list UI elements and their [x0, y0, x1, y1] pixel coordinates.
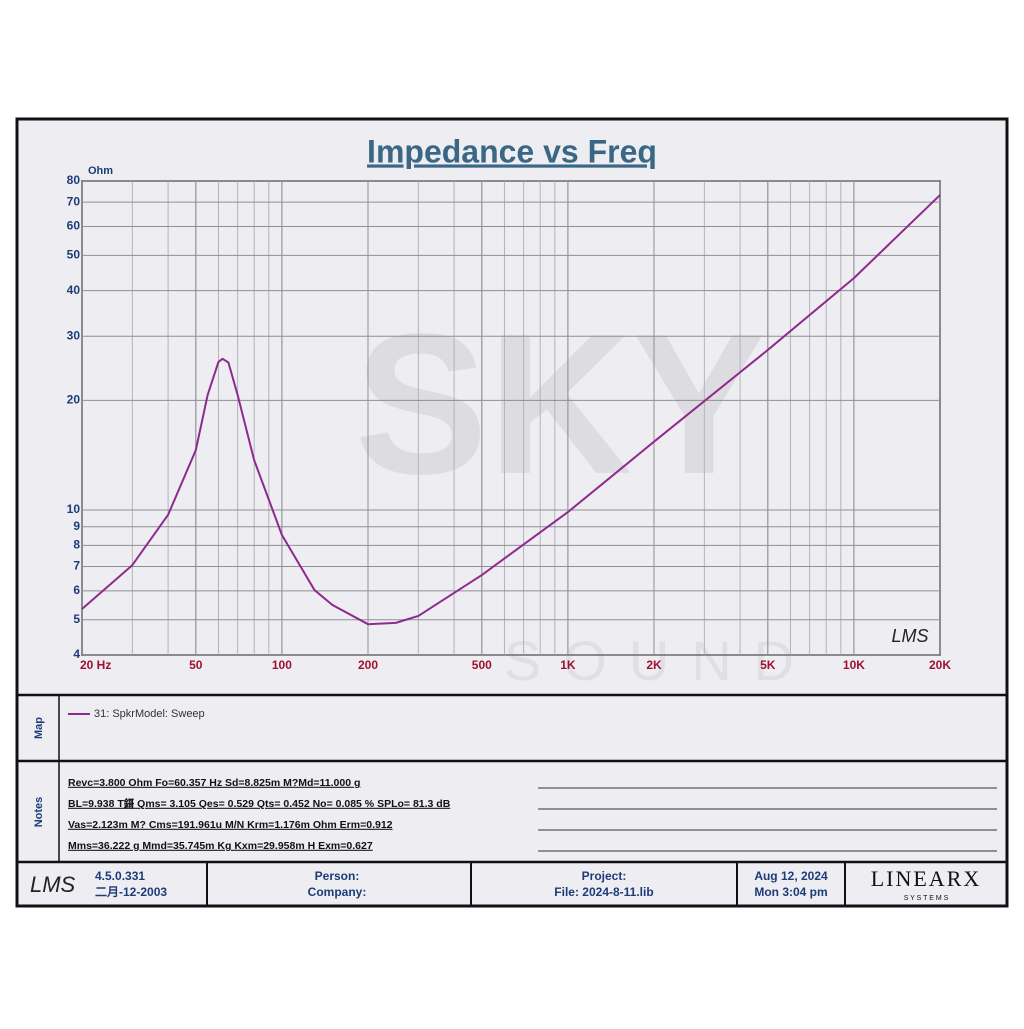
y-tick-label: 7	[73, 559, 80, 573]
date: Aug 12, 2024	[754, 869, 828, 883]
y-axis-label: Ohm	[88, 165, 113, 177]
file: File: 2024-8-11.lib	[554, 885, 653, 899]
x-tick-label: 50	[189, 658, 203, 672]
build-date: 二月-12-2003	[95, 885, 167, 899]
x-tick-label: 1K	[560, 658, 576, 672]
y-tick-label: 30	[67, 328, 81, 342]
note-line: BL=9.938 T鎶 Qms= 3.105 Qes= 0.529 Qts= 0…	[68, 797, 451, 810]
project: Project:	[582, 869, 627, 883]
y-tick-label: 70	[67, 194, 81, 208]
x-tick-label: 10K	[843, 658, 865, 672]
company: Company:	[308, 885, 367, 899]
watermark: SOUND	[504, 629, 816, 692]
note-line: Mms=36.222 g Mmd=35.745m Kg Kxm=29.958m …	[68, 840, 373, 852]
y-tick-label: 10	[67, 502, 81, 516]
x-tick-label: 100	[272, 658, 292, 672]
panel-label: Map	[33, 717, 45, 739]
y-tick-label: 20	[67, 393, 81, 407]
x-tick-label: 20 Hz	[80, 658, 111, 672]
x-tick-label: 2K	[646, 658, 662, 672]
panel-label: Notes	[33, 797, 45, 828]
y-tick-label: 8	[73, 537, 80, 551]
x-tick-label: 20K	[929, 658, 951, 672]
impedance-curve	[81, 194, 941, 626]
person: Person:	[315, 869, 360, 883]
note-line: Revc=3.800 Ohm Fo=60.357 Hz Sd=8.825m M?…	[68, 777, 360, 789]
y-tick-label: 60	[67, 219, 81, 233]
chart-title: Impedance vs Freq	[367, 133, 657, 169]
y-tick-label: 40	[67, 283, 81, 297]
y-tick-label: 50	[67, 248, 81, 262]
x-tick-label: 5K	[760, 658, 776, 672]
y-tick-label: 9	[73, 519, 80, 533]
version: 4.5.0.331	[95, 869, 145, 883]
frame	[15, 117, 1009, 908]
plot-mark: LMS	[891, 626, 928, 646]
y-tick-label: 80	[67, 173, 81, 187]
x-tick-label: 500	[472, 658, 492, 672]
legend-label: 31: SpkrModel: Sweep	[94, 708, 205, 720]
logo: LMS	[30, 872, 76, 897]
y-tick-label: 4	[73, 647, 80, 661]
brand: LINEARX	[871, 866, 982, 891]
note-line: Vas=2.123m M? Cms=191.961u M/N Krm=1.176…	[68, 819, 393, 831]
y-tick-label: 6	[73, 583, 80, 597]
brand-sub: S Y S T E M S	[904, 895, 949, 902]
time: Mon 3:04 pm	[754, 885, 827, 899]
x-tick-label: 200	[358, 658, 378, 672]
y-tick-label: 5	[73, 612, 80, 626]
watermark: SKY	[354, 293, 765, 516]
